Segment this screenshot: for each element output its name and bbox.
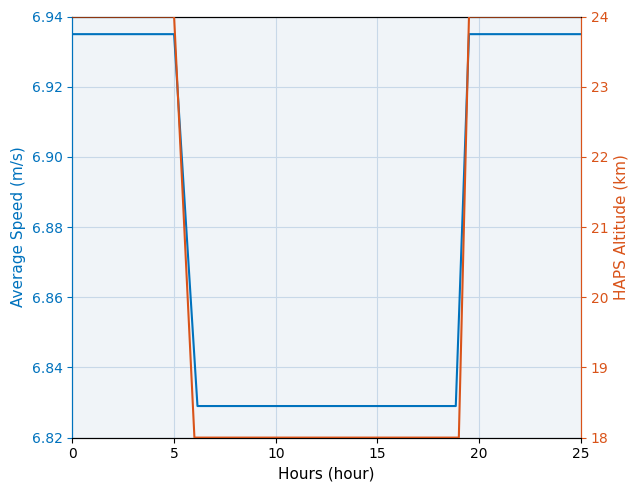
Y-axis label: HAPS Altitude (km): HAPS Altitude (km)	[614, 154, 629, 300]
Y-axis label: Average Speed (m/s): Average Speed (m/s)	[11, 147, 26, 308]
X-axis label: Hours (hour): Hours (hour)	[278, 467, 375, 482]
